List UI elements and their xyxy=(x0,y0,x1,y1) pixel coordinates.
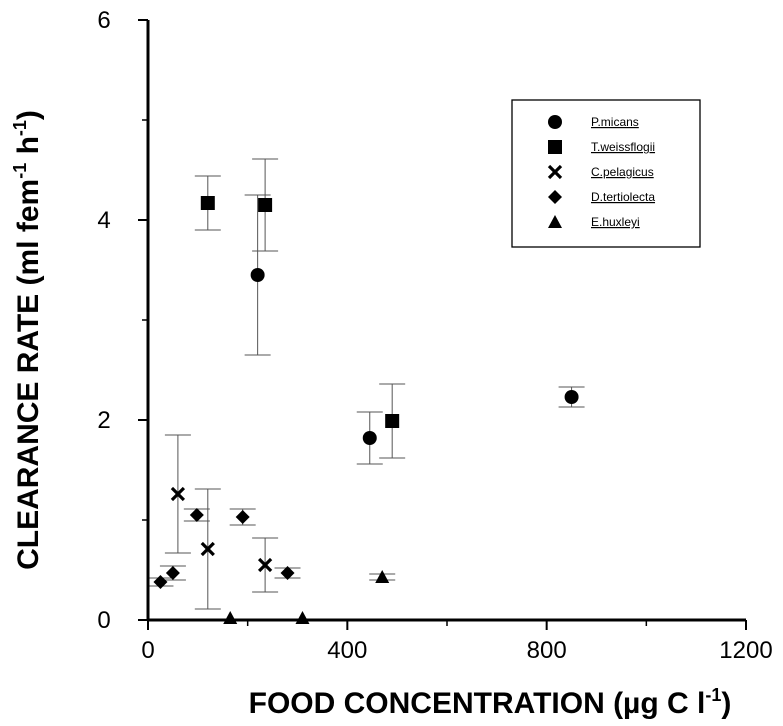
y-tick-label: 4 xyxy=(97,207,110,234)
x-tick-label: 0 xyxy=(141,637,154,664)
point-d-tertiolecta xyxy=(280,566,295,580)
legend-label-t-weissflogii: T.weissflogii xyxy=(591,140,655,154)
legend-label-c-pelagicus: C.pelagicus xyxy=(591,165,654,179)
legend-marker-t-weissflogii xyxy=(548,140,562,154)
point-t-weissflogii xyxy=(258,198,273,212)
point-t-weissflogii xyxy=(385,414,400,428)
point-d-tertiolecta xyxy=(189,508,204,522)
legend-label-d-tertiolecta: D.tertiolecta xyxy=(591,190,655,204)
point-d-tertiolecta xyxy=(153,575,168,589)
point-c-pelagicus xyxy=(170,486,186,502)
legend-marker-c-pelagicus xyxy=(547,164,563,180)
y-axis-title: CLEARANCE RATE (ml fem-1 h-1) xyxy=(10,110,45,570)
point-e-huxleyi xyxy=(223,611,238,624)
legend-label-e-huxleyi: E.huxleyi xyxy=(591,215,640,229)
legend-box xyxy=(511,99,701,248)
y-tick-label: 2 xyxy=(97,407,110,434)
point-p-micans xyxy=(250,268,265,282)
point-p-micans xyxy=(362,431,377,445)
point-p-micans xyxy=(564,390,579,404)
x-axis-title: FOOD CONCENTRATION (µg C l-1) xyxy=(249,685,732,720)
legend-label-p-micans: P.micans xyxy=(591,115,639,129)
ticks: 0 400 800 1200 0 2 4 6 xyxy=(97,7,772,664)
x-tick-label: 1200 xyxy=(719,637,772,664)
x-tick-label: 800 xyxy=(527,637,567,664)
markers xyxy=(153,196,579,624)
point-c-pelagicus xyxy=(200,541,215,557)
y-tick-label: 0 xyxy=(97,607,110,634)
legend-marker-d-tertiolecta xyxy=(548,190,562,204)
legend-marker-e-huxleyi xyxy=(548,215,562,228)
point-e-huxleyi xyxy=(375,570,390,583)
point-c-pelagicus xyxy=(257,557,273,573)
point-t-weissflogii xyxy=(200,196,215,210)
legend-marker-p-micans xyxy=(548,115,562,129)
point-e-huxleyi xyxy=(295,611,310,624)
point-d-tertiolecta xyxy=(165,566,180,580)
point-d-tertiolecta xyxy=(235,510,250,524)
legend: P.micans T.weissflogii C.pelagicus D.tertio… xyxy=(511,99,701,248)
y-tick-label: 6 xyxy=(97,7,110,34)
x-tick-label: 400 xyxy=(327,637,367,664)
